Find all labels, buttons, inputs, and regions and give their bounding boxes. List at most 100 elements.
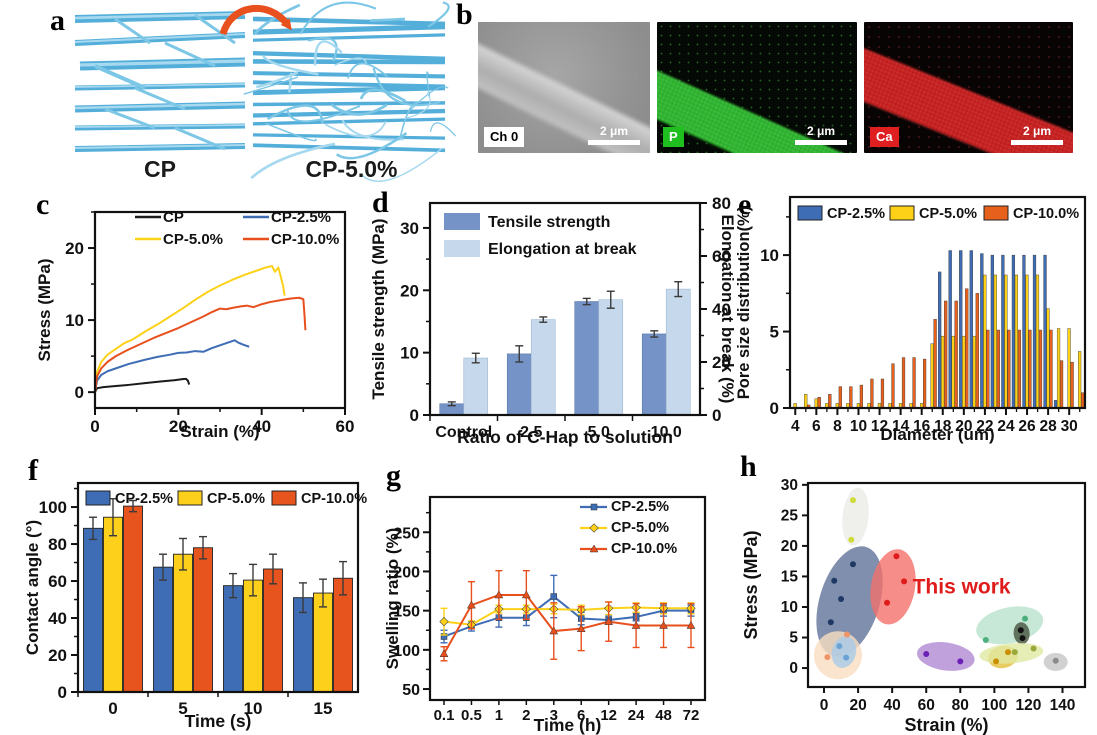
svg-text:20: 20 (781, 538, 798, 555)
svg-text:48: 48 (655, 707, 672, 724)
svg-text:50: 50 (402, 682, 420, 699)
svg-text:20: 20 (65, 239, 84, 258)
svg-text:0: 0 (820, 697, 829, 714)
panel-label-c: c (36, 188, 50, 221)
svg-text:1: 1 (495, 707, 503, 724)
svg-text:8: 8 (833, 418, 842, 435)
svg-text:Time (s): Time (s) (185, 711, 252, 731)
eds-p-tag: P (663, 127, 684, 147)
svg-text:CP-10.0%: CP-10.0% (301, 491, 367, 507)
svg-text:2.5: 2.5 (520, 424, 542, 441)
svg-text:CP: CP (163, 209, 184, 226)
svg-text:20: 20 (849, 697, 866, 714)
svg-text:80: 80 (952, 697, 969, 714)
svg-text:60: 60 (336, 417, 355, 436)
svg-text:CP-2.5%: CP-2.5% (827, 206, 885, 222)
scale-bar-line (795, 140, 847, 145)
svg-text:CP-5.0%: CP-5.0% (611, 520, 669, 536)
svg-text:100: 100 (39, 498, 67, 517)
svg-text:16: 16 (913, 418, 931, 435)
transform-arrow-icon (219, 5, 292, 36)
svg-text:0.5: 0.5 (461, 707, 482, 724)
svg-text:22: 22 (976, 418, 993, 435)
svg-text:Tensile strength (MPa): Tensile strength (MPa) (369, 218, 388, 399)
sem-channel-tag: Ch 0 (484, 127, 525, 147)
scale-bar-text: 2 μm (599, 124, 629, 138)
svg-text:30: 30 (1061, 418, 1078, 435)
svg-text:0: 0 (58, 683, 67, 702)
svg-text:10: 10 (244, 699, 263, 718)
svg-text:10: 10 (781, 599, 798, 616)
svg-text:Time (h): Time (h) (534, 715, 602, 735)
svg-text:140: 140 (1050, 697, 1076, 714)
tensile-elongation-chart: Control 2.5 5.0 10.0 0 10 20 30 0 20 40 60 80 Tensile… (369, 194, 737, 447)
svg-text:40: 40 (252, 417, 271, 436)
svg-text:12: 12 (600, 707, 617, 724)
svg-text:Strain (%): Strain (%) (904, 715, 988, 735)
scale-bar: 2 μm (588, 124, 640, 145)
svg-text:CP-5.0%: CP-5.0% (163, 231, 223, 248)
svg-text:CP-10.0%: CP-10.0% (611, 541, 677, 557)
svg-text:Elongation at break (%): Elongation at break (%) (718, 215, 737, 404)
svg-text:Stress (MPa): Stress (MPa) (741, 530, 761, 639)
panel-label-f: f (28, 454, 38, 487)
svg-text:200: 200 (393, 564, 420, 581)
svg-text:0: 0 (410, 406, 419, 425)
panel-label-a: a (50, 4, 65, 37)
svg-text:120: 120 (1016, 697, 1042, 714)
svg-text:10: 10 (65, 311, 84, 330)
svg-text:CP-5.0%: CP-5.0% (207, 491, 265, 507)
svg-text:72: 72 (683, 707, 700, 724)
svg-text:CP-5.0%: CP-5.0% (919, 206, 977, 222)
svg-text:0: 0 (712, 406, 721, 425)
svg-text:15: 15 (781, 568, 799, 585)
panel-label-e: e (738, 188, 752, 221)
svg-text:0: 0 (108, 699, 117, 718)
svg-text:10: 10 (850, 418, 867, 435)
swelling-ratio-chart: 0.1 0.5 1 2 3 6 12 24 48 7250100150200250CP-2.5%C… (383, 495, 707, 735)
svg-text:CP-10.0%: CP-10.0% (271, 231, 339, 248)
svg-text:24: 24 (628, 707, 645, 724)
svg-text:10.0: 10.0 (651, 424, 682, 441)
cp-fiber-illustration (74, 11, 246, 152)
svg-text:2: 2 (522, 707, 530, 724)
svg-text:6: 6 (577, 707, 585, 724)
eds-map-p: P 2 μm (657, 22, 857, 153)
scale-bar: 2 μm (1011, 124, 1063, 145)
svg-text:15: 15 (314, 699, 333, 718)
svg-text:60: 60 (712, 247, 731, 266)
svg-text:5.0: 5.0 (588, 424, 610, 441)
svg-text:20: 20 (712, 353, 731, 372)
svg-text:0: 0 (770, 399, 779, 418)
svg-text:3: 3 (550, 707, 558, 724)
svg-text:26: 26 (1018, 418, 1036, 435)
caption-cp5: CP-5.0% (305, 156, 398, 182)
svg-text:0: 0 (75, 383, 84, 402)
panel-label-b: b (456, 0, 473, 31)
svg-text:5: 5 (178, 699, 187, 718)
svg-text:28: 28 (1040, 418, 1058, 435)
svg-text:Contact angle (°): Contact angle (°) (23, 520, 42, 655)
svg-text:150: 150 (393, 604, 420, 621)
svg-text:Diameter (um): Diameter (um) (880, 425, 994, 444)
svg-text:0.1: 0.1 (434, 707, 455, 724)
svg-text:20: 20 (48, 646, 67, 665)
svg-text:CP-2.5%: CP-2.5% (611, 499, 669, 515)
svg-text:CP-2.5%: CP-2.5% (271, 209, 331, 226)
svg-text:Pore size distribution(%): Pore size distribution(%) (735, 206, 753, 399)
literature-comparison-chart: 0 20 40 60 80 100 120 140 0 5 10 15 20 25 30 This work S… (741, 477, 1087, 735)
svg-text:CP-10.0%: CP-10.0% (1013, 206, 1079, 222)
scale-bar-line (588, 140, 640, 145)
svg-text:60: 60 (48, 572, 67, 591)
svg-text:40: 40 (712, 300, 731, 319)
svg-text:40: 40 (884, 697, 901, 714)
svg-text:40: 40 (48, 609, 67, 628)
contact-angle-chart: 0 5 10 15 0 20 40 60 80 100 CP-2.5% CP-5.0% CP-10.0%… (23, 481, 367, 731)
svg-text:20: 20 (955, 418, 972, 435)
svg-text:80: 80 (48, 535, 67, 554)
svg-text:Swelling ratio (%): Swelling ratio (%) (383, 528, 402, 670)
svg-text:6: 6 (812, 418, 821, 435)
svg-text:80: 80 (712, 194, 731, 213)
